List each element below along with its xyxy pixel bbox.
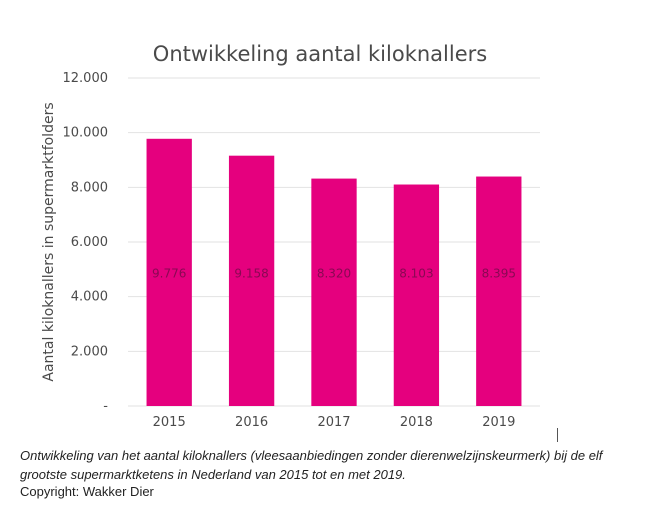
- bar: [146, 138, 192, 406]
- bar: [393, 184, 440, 406]
- y-axis-label: Aantal kiloknallers in supermarktfolders: [41, 102, 57, 381]
- y-tick-label: 4.000: [71, 290, 108, 305]
- bar: [476, 176, 522, 406]
- bar-value-label: 8.103: [399, 267, 433, 281]
- bar-chart: Ontwikkeling aantal kiloknallers Aantal …: [41, 42, 540, 430]
- chart-title: Ontwikkeling aantal kiloknallers: [153, 42, 487, 66]
- bar: [228, 155, 275, 406]
- y-tick-label: 12.000: [63, 71, 109, 86]
- y-tick-label: 6.000: [71, 235, 108, 250]
- bar: [311, 178, 357, 406]
- y-axis-ticks: - 2.000 4.000 6.000 8.000 10.000 12.000: [63, 71, 109, 414]
- x-tick-label: 2015: [153, 415, 186, 430]
- data-labels: 9.776 9.158 8.320 8.103 8.395: [152, 267, 516, 281]
- y-tick-label: 10.000: [63, 126, 109, 141]
- y-tick-label: 8.000: [71, 180, 108, 195]
- x-tick-label: 2016: [235, 415, 268, 430]
- x-tick-label: 2017: [317, 415, 350, 430]
- x-tick-label: 2019: [482, 415, 515, 430]
- bar-value-label: 9.158: [234, 267, 268, 281]
- bars: [146, 138, 522, 406]
- bar-value-label: 9.776: [152, 267, 186, 281]
- x-axis-ticks: 2015 2016 2017 2018 2019: [153, 415, 516, 430]
- bar-value-label: 8.320: [317, 267, 351, 281]
- y-tick-label: -: [103, 399, 108, 414]
- figure-caption: Ontwikkeling van het aantal kiloknallers…: [20, 448, 603, 482]
- x-tick-label: 2018: [400, 415, 433, 430]
- copyright-notice: Copyright: Wakker Dier: [20, 484, 154, 499]
- bar-value-label: 8.395: [482, 267, 516, 281]
- text-cursor: [557, 428, 558, 442]
- y-tick-label: 2.000: [71, 344, 108, 359]
